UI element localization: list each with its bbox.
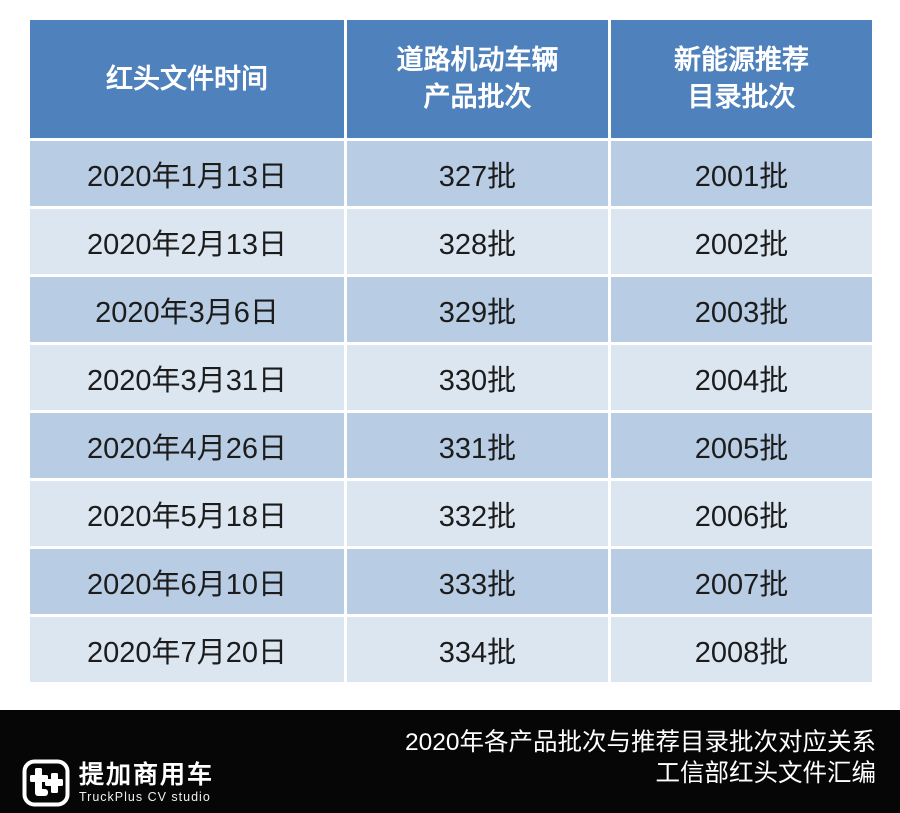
table-cell-date: 2020年1月13日 bbox=[30, 141, 344, 206]
table-cell-nev-batch: 2007批 bbox=[611, 549, 872, 614]
header-line: 新能源推荐 bbox=[674, 45, 809, 75]
table-cell-date: 2020年3月6日 bbox=[30, 277, 344, 342]
footer-bar: 提加商用车 TruckPlus CV studio 2020年各产品批次与推荐目… bbox=[0, 710, 900, 813]
caption-line-2: 工信部红头文件汇编 bbox=[655, 760, 877, 787]
table-cell-product-batch: 331批 bbox=[347, 413, 608, 478]
table-cell-date: 2020年6月10日 bbox=[30, 549, 344, 614]
footer-caption: 2020年各产品批次与推荐目录批次对应关系 工信部红头文件汇编 bbox=[405, 727, 876, 789]
logo-text-block: 提加商用车 TruckPlus CV studio bbox=[79, 761, 215, 805]
header-line: 红头文件时间 bbox=[106, 63, 268, 94]
table-cell-date: 2020年7月20日 bbox=[30, 617, 344, 682]
table-cell-nev-batch: 2004批 bbox=[611, 345, 872, 410]
batch-correspondence-table: 红头文件时间 道路机动车辆 产品批次 新能源推荐 目录批次 2020年1月13日… bbox=[30, 20, 872, 682]
table-cell-date: 2020年2月13日 bbox=[30, 209, 344, 274]
table-cell-product-batch: 333批 bbox=[347, 549, 608, 614]
header-cell-product-batch: 道路机动车辆 产品批次 bbox=[347, 20, 608, 138]
table-cell-nev-batch: 2001批 bbox=[611, 141, 872, 206]
table-cell-product-batch: 330批 bbox=[347, 345, 608, 410]
header-cell-date: 红头文件时间 bbox=[30, 20, 344, 138]
table-cell-date: 2020年4月26日 bbox=[30, 413, 344, 478]
table-cell-product-batch: 329批 bbox=[347, 277, 608, 342]
table-cell-date: 2020年5月18日 bbox=[30, 481, 344, 546]
header-line: 产品批次 bbox=[423, 82, 532, 112]
truckplus-logo: 提加商用车 TruckPlus CV studio bbox=[22, 759, 214, 807]
table-cell-nev-batch: 2003批 bbox=[611, 277, 872, 342]
table-cell-product-batch: 334批 bbox=[347, 617, 608, 682]
table-cell-product-batch: 328批 bbox=[347, 209, 608, 274]
logo-title: 提加商用车 bbox=[79, 761, 215, 789]
table-cell-date: 2020年3月31日 bbox=[30, 345, 344, 410]
table-cell-nev-batch: 2002批 bbox=[611, 209, 872, 274]
caption-line-1: 2020年各产品批次与推荐目录批次对应关系 bbox=[404, 729, 876, 756]
header-line: 目录批次 bbox=[687, 82, 796, 112]
logo-subtitle: TruckPlus CV studio bbox=[79, 790, 211, 804]
table-cell-nev-batch: 2006批 bbox=[611, 481, 872, 546]
truckplus-logo-icon bbox=[22, 759, 70, 807]
table-cell-nev-batch: 2005批 bbox=[611, 413, 872, 478]
table-cell-product-batch: 332批 bbox=[347, 481, 608, 546]
header-cell-nev-batch: 新能源推荐 目录批次 bbox=[611, 20, 872, 138]
table-cell-nev-batch: 2008批 bbox=[611, 617, 872, 682]
table-cell-product-batch: 327批 bbox=[347, 141, 608, 206]
header-line: 道路机动车辆 bbox=[396, 45, 559, 75]
